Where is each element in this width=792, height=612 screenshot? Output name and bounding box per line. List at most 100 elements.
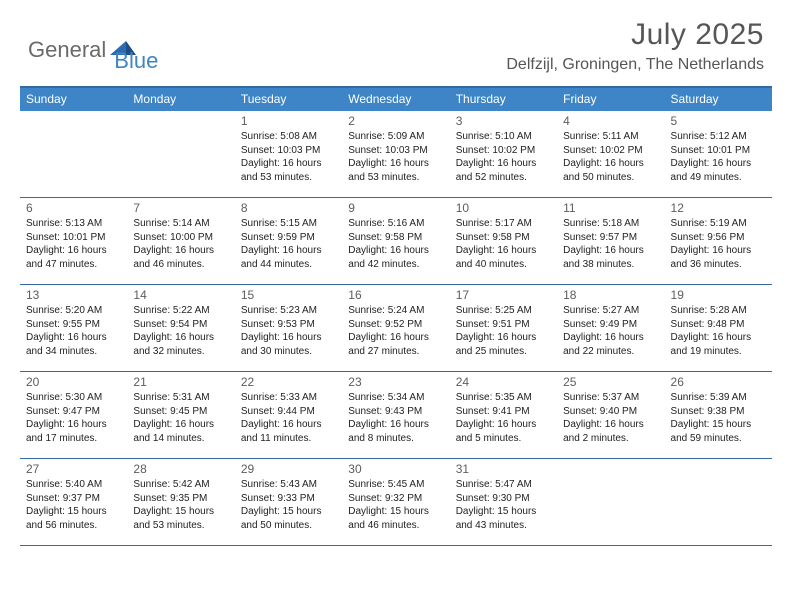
day-details: Sunrise: 5:24 AM Sunset: 9:52 PM Dayligh… [348,304,443,358]
day-details: Sunrise: 5:23 AM Sunset: 9:53 PM Dayligh… [241,304,336,358]
day-number: 5 [671,114,766,128]
day-number: 27 [26,462,121,476]
day-cell: 11Sunrise: 5:18 AM Sunset: 9:57 PM Dayli… [557,198,664,284]
day-cell: 20 Sunrise: 5:30 AM Sunset: 9:47 PM Dayli… [20,372,127,458]
day-cell: 31Sunrise: 5:47 AM Sunset: 9:30 PM Dayli… [450,459,557,545]
day-number: 30 [348,462,443,476]
day-number: 2 [348,114,443,128]
brand-logo: General Blue [28,26,158,74]
day-cell-empty [127,111,234,197]
day-details: Sunrise: 5:42 AM Sunset: 9:35 PM Dayligh… [133,478,228,532]
day-cell: 9 Sunrise: 5:16 AM Sunset: 9:58 PM Daylig… [342,198,449,284]
day-cell: 21 Sunrise: 5:31 AM Sunset: 9:45 PM Dayli… [127,372,234,458]
day-cell: 25Sunrise: 5:37 AM Sunset: 9:40 PM Dayli… [557,372,664,458]
day-cell: 27 Sunrise: 5:40 AM Sunset: 9:37 PM Dayli… [20,459,127,545]
day-details: Sunrise: 5:31 AM Sunset: 9:45 PM Dayligh… [133,391,228,445]
day-details: Sunrise: 5:11 AM Sunset: 10:02 PM Daylig… [563,130,658,184]
day-details: Sunrise: 5:28 AM Sunset: 9:48 PM Dayligh… [671,304,766,358]
day-cell: 2 Sunrise: 5:09 AM Sunset: 10:03 PM Dayli… [342,111,449,197]
day-details: Sunrise: 5:34 AM Sunset: 9:43 PM Dayligh… [348,391,443,445]
day-number: 3 [456,114,551,128]
day-cell: 7Sunrise: 5:14 AM Sunset: 10:00 PM Dayli… [127,198,234,284]
day-details: Sunrise: 5:27 AM Sunset: 9:49 PM Dayligh… [563,304,658,358]
day-details: Sunrise: 5:18 AM Sunset: 9:57 PM Dayligh… [563,217,658,271]
day-details: Sunrise: 5:45 AM Sunset: 9:32 PM Dayligh… [348,478,443,532]
day-cell: 16 Sunrise: 5:24 AM Sunset: 9:52 PM Dayli… [342,285,449,371]
day-number: 8 [241,201,336,215]
day-details: Sunrise: 5:40 AM Sunset: 9:37 PM Dayligh… [26,478,121,532]
day-cell: 28Sunrise: 5:42 AM Sunset: 9:35 PM Dayli… [127,459,234,545]
day-cell: 8 Sunrise: 5:15 AM Sunset: 9:59 PM Daylig… [235,198,342,284]
day-number: 18 [563,288,658,302]
day-number: 21 [133,375,228,389]
day-details: Sunrise: 5:30 AM Sunset: 9:47 PM Dayligh… [26,391,121,445]
day-cell: 19 Sunrise: 5:28 AM Sunset: 9:48 PM Dayli… [665,285,772,371]
day-cell: 1 Sunrise: 5:08 AM Sunset: 10:03 PM Dayli… [235,111,342,197]
day-number: 6 [26,201,121,215]
day-details: Sunrise: 5:22 AM Sunset: 9:54 PM Dayligh… [133,304,228,358]
day-details: Sunrise: 5:17 AM Sunset: 9:58 PM Dayligh… [456,217,551,271]
day-details: Sunrise: 5:15 AM Sunset: 9:59 PM Dayligh… [241,217,336,271]
day-cell: 18 Sunrise: 5:27 AM Sunset: 9:49 PM Dayli… [557,285,664,371]
day-number: 4 [563,114,658,128]
day-cell: 5 Sunrise: 5:12 AM Sunset: 10:01 PM Dayli… [665,111,772,197]
weekday-header-row: SundayMondayTuesdayWednesdayThursdayFrid… [20,88,772,111]
weekday-sunday: Sunday [20,88,127,111]
day-cell-empty [665,459,772,545]
day-details: Sunrise: 5:33 AM Sunset: 9:44 PM Dayligh… [241,391,336,445]
day-number: 12 [671,201,766,215]
day-number: 29 [241,462,336,476]
title-block: July 2025 Delfzijl, Groningen, The Nethe… [506,18,764,74]
day-number: 20 [26,375,121,389]
day-details: Sunrise: 5:39 AM Sunset: 9:38 PM Dayligh… [671,391,766,445]
day-details: Sunrise: 5:16 AM Sunset: 9:58 PM Dayligh… [348,217,443,271]
day-number: 22 [241,375,336,389]
day-details: Sunrise: 5:09 AM Sunset: 10:03 PM Daylig… [348,130,443,184]
day-details: Sunrise: 5:12 AM Sunset: 10:01 PM Daylig… [671,130,766,184]
day-number: 9 [348,201,443,215]
day-number: 10 [456,201,551,215]
day-details: Sunrise: 5:10 AM Sunset: 10:02 PM Daylig… [456,130,551,184]
day-cell: 3 Sunrise: 5:10 AM Sunset: 10:02 PM Dayli… [450,111,557,197]
day-number: 15 [241,288,336,302]
day-cell: 17Sunrise: 5:25 AM Sunset: 9:51 PM Dayli… [450,285,557,371]
week-row: 6 Sunrise: 5:13 AM Sunset: 10:01 PM Dayli… [20,198,772,285]
day-details: Sunrise: 5:08 AM Sunset: 10:03 PM Daylig… [241,130,336,184]
day-cell: 12Sunrise: 5:19 AM Sunset: 9:56 PM Dayli… [665,198,772,284]
day-cell: 29 Sunrise: 5:43 AM Sunset: 9:33 PM Dayli… [235,459,342,545]
day-cell: 30 Sunrise: 5:45 AM Sunset: 9:32 PM Dayli… [342,459,449,545]
weekday-wednesday: Wednesday [342,88,449,111]
day-number: 24 [456,375,551,389]
day-details: Sunrise: 5:14 AM Sunset: 10:00 PM Daylig… [133,217,228,271]
day-number: 16 [348,288,443,302]
day-number: 13 [26,288,121,302]
weekday-saturday: Saturday [665,88,772,111]
day-number: 1 [241,114,336,128]
day-number: 23 [348,375,443,389]
day-cell: 10 Sunrise: 5:17 AM Sunset: 9:58 PM Dayli… [450,198,557,284]
day-details: Sunrise: 5:37 AM Sunset: 9:40 PM Dayligh… [563,391,658,445]
day-details: Sunrise: 5:47 AM Sunset: 9:30 PM Dayligh… [456,478,551,532]
day-cell: 6 Sunrise: 5:13 AM Sunset: 10:01 PM Dayli… [20,198,127,284]
month-title: July 2025 [506,18,764,52]
day-cell: 24 Sunrise: 5:35 AM Sunset: 9:41 PM Dayli… [450,372,557,458]
day-cell-empty [557,459,664,545]
day-cell: 23 Sunrise: 5:34 AM Sunset: 9:43 PM Dayli… [342,372,449,458]
day-details: Sunrise: 5:20 AM Sunset: 9:55 PM Dayligh… [26,304,121,358]
week-row: 13 Sunrise: 5:20 AM Sunset: 9:55 PM Dayli… [20,285,772,372]
weekday-tuesday: Tuesday [235,88,342,111]
weekday-monday: Monday [127,88,234,111]
day-details: Sunrise: 5:13 AM Sunset: 10:01 PM Daylig… [26,217,121,271]
weeks-container: 1 Sunrise: 5:08 AM Sunset: 10:03 PM Dayli… [20,111,772,546]
location-text: Delfzijl, Groningen, The Netherlands [506,56,764,74]
day-number: 19 [671,288,766,302]
day-details: Sunrise: 5:35 AM Sunset: 9:41 PM Dayligh… [456,391,551,445]
weekday-friday: Friday [557,88,664,111]
day-details: Sunrise: 5:43 AM Sunset: 9:33 PM Dayligh… [241,478,336,532]
day-number: 17 [456,288,551,302]
day-cell: 15 Sunrise: 5:23 AM Sunset: 9:53 PM Dayli… [235,285,342,371]
week-row: 1 Sunrise: 5:08 AM Sunset: 10:03 PM Dayli… [20,111,772,198]
week-row: 20 Sunrise: 5:30 AM Sunset: 9:47 PM Dayli… [20,372,772,459]
day-cell: 22 Sunrise: 5:33 AM Sunset: 9:44 PM Dayli… [235,372,342,458]
day-number: 14 [133,288,228,302]
